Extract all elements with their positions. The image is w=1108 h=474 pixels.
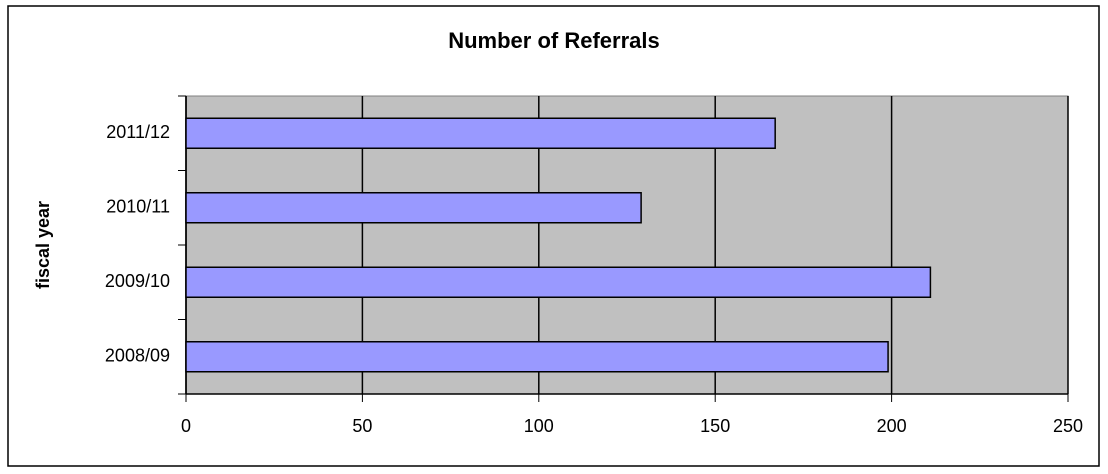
x-tick-label: 0 <box>181 416 191 436</box>
y-tick-label: 2008/09 <box>105 346 170 366</box>
bar <box>185 117 776 149</box>
x-tick-label: 150 <box>700 416 730 436</box>
bar <box>185 192 642 224</box>
bar <box>185 266 932 298</box>
y-tick-label: 2009/10 <box>105 271 170 291</box>
x-tick-label: 50 <box>352 416 372 436</box>
y-tick-label: 2011/12 <box>106 122 170 142</box>
chart-title: Number of Referrals <box>448 28 660 53</box>
x-tick-label: 250 <box>1053 416 1083 436</box>
x-tick-label: 200 <box>877 416 907 436</box>
bar <box>185 341 889 373</box>
x-tick-label: 100 <box>524 416 554 436</box>
y-axis-label: fiscal year <box>33 201 53 289</box>
y-tick-label: 2010/11 <box>106 197 170 217</box>
